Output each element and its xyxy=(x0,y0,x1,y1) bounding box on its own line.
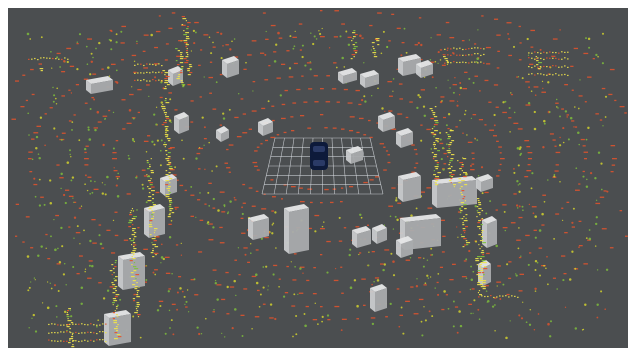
ego-vehicle xyxy=(310,142,328,170)
point-row xyxy=(528,57,569,61)
bounding-box xyxy=(216,126,229,142)
bounding-box xyxy=(346,146,363,164)
bounding-box xyxy=(258,118,273,136)
pole-points xyxy=(350,30,358,60)
point-row xyxy=(444,61,485,64)
car-windshield xyxy=(313,146,325,152)
bounding-box xyxy=(432,176,477,208)
pole-points xyxy=(442,54,449,64)
bounding-box xyxy=(476,174,493,192)
bounding-box xyxy=(360,70,379,88)
bounding-box xyxy=(416,60,433,78)
point-row xyxy=(134,63,163,67)
bounding-box xyxy=(222,56,239,78)
pole-points xyxy=(175,48,186,88)
pole-points xyxy=(146,158,159,258)
vertical-structures-layer xyxy=(28,16,569,348)
bounding-box xyxy=(370,284,387,312)
point-row xyxy=(528,73,569,77)
bounding-boxes-layer xyxy=(86,54,497,346)
point-row xyxy=(134,79,163,82)
point-row xyxy=(48,323,107,326)
bounding-box xyxy=(174,112,189,134)
pole-points xyxy=(109,260,122,340)
bounding-box xyxy=(284,204,309,254)
car-rear-window xyxy=(313,160,325,166)
pole-points xyxy=(161,98,175,218)
bounding-box xyxy=(396,236,413,258)
pole-points xyxy=(39,68,44,72)
bounding-box xyxy=(352,226,371,248)
bounding-box xyxy=(398,172,421,202)
point-row xyxy=(444,53,485,57)
point-row xyxy=(444,47,485,51)
bounding-box xyxy=(378,112,395,132)
point-row xyxy=(528,51,569,54)
bounding-box xyxy=(248,214,269,240)
bounding-box xyxy=(144,204,165,238)
bounding-box xyxy=(478,260,491,286)
bounding-box xyxy=(372,224,387,244)
point-row xyxy=(528,65,569,69)
pole-points xyxy=(475,256,486,296)
point-row xyxy=(134,71,163,75)
pole-points xyxy=(371,38,380,58)
bounding-box xyxy=(160,174,177,196)
lidar-3d-viewport[interactable] xyxy=(8,8,628,348)
pole-points xyxy=(128,208,141,318)
pole-points xyxy=(457,158,471,248)
bounding-box xyxy=(118,252,145,290)
bounding-box xyxy=(338,68,357,84)
ground-points-layer xyxy=(11,10,628,321)
point-row xyxy=(478,295,519,299)
point-row xyxy=(48,331,107,335)
bounding-box xyxy=(86,76,113,94)
pole-points xyxy=(66,308,75,348)
bounding-box xyxy=(396,128,413,148)
pole-points xyxy=(181,16,193,76)
point-row xyxy=(48,339,107,343)
pole-points xyxy=(429,106,441,186)
point-row xyxy=(28,57,69,61)
point-cloud-scene[interactable] xyxy=(8,8,628,348)
pole-points xyxy=(445,128,456,188)
pole-points xyxy=(476,198,488,288)
pole-points xyxy=(162,70,170,90)
scatter-points-layer xyxy=(26,27,609,340)
